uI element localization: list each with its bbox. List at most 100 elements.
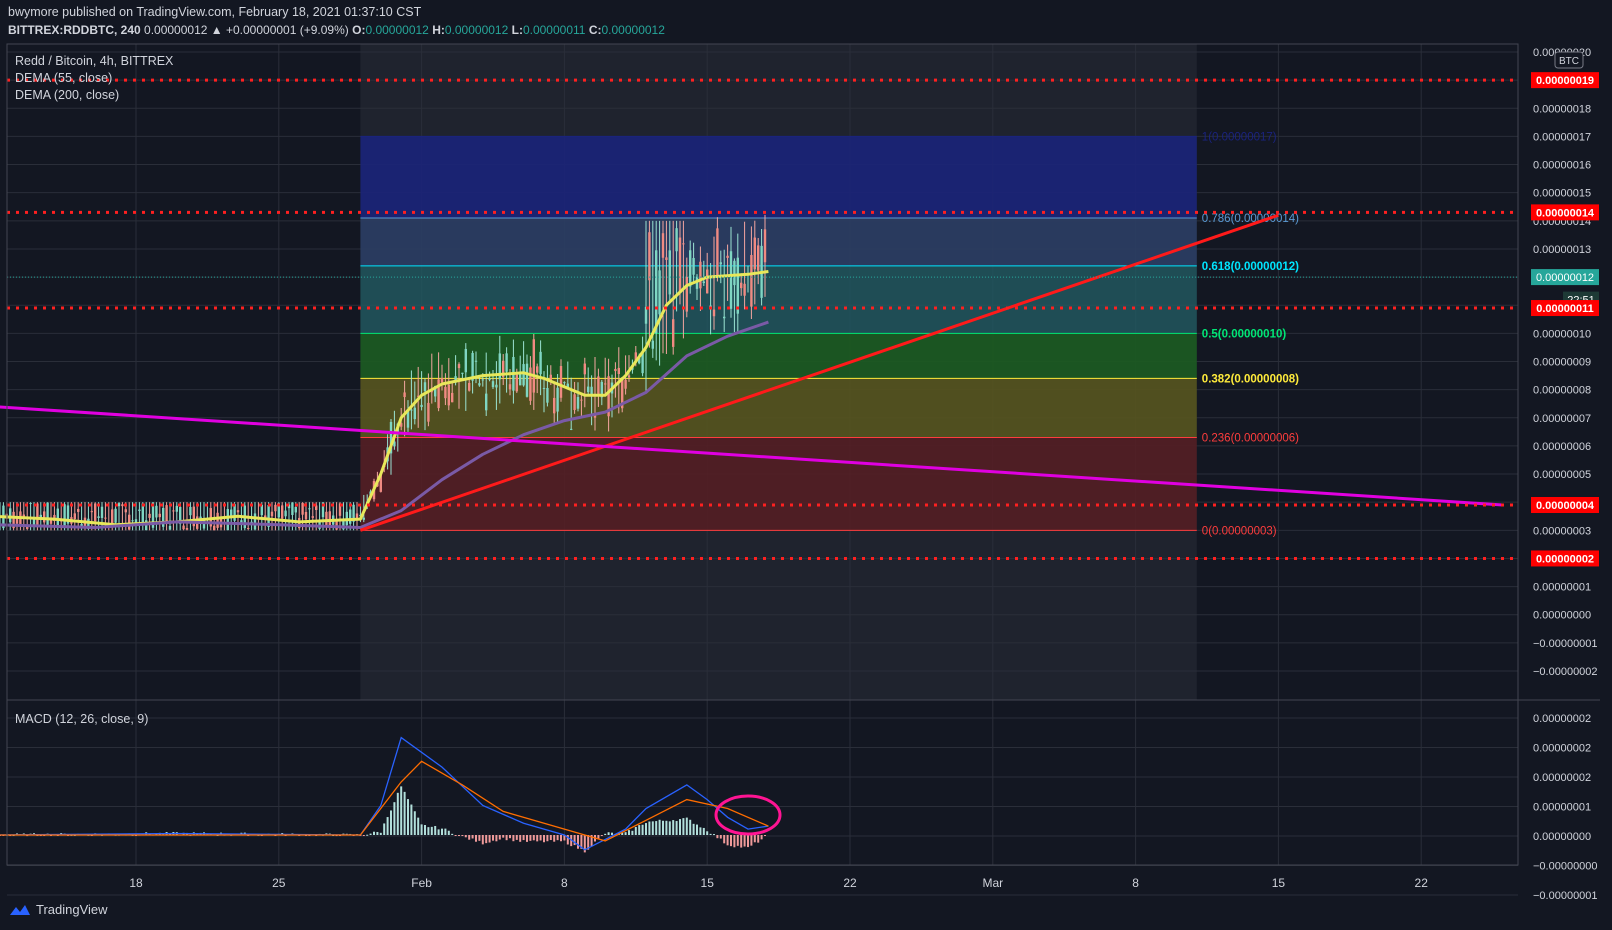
macd-histogram-bar	[699, 827, 702, 835]
candle-body	[515, 374, 518, 392]
macd-histogram-bar	[532, 835, 535, 841]
macd-histogram-bar	[713, 834, 715, 836]
macd-histogram-bar	[437, 829, 440, 835]
legend-title[interactable]: Redd / Bitcoin, 4h, BITTREX	[15, 54, 174, 68]
candle-body	[270, 511, 274, 517]
candle-body	[498, 353, 501, 380]
candle-body	[702, 281, 705, 284]
candle-body	[716, 228, 719, 278]
legend-dema55[interactable]: DEMA (55, close)	[15, 71, 113, 85]
price-label-bg	[1531, 204, 1599, 221]
candle-body	[566, 383, 569, 389]
macd-histogram-bar	[750, 835, 753, 846]
close-value: 0.00000012	[601, 23, 665, 37]
candle-body	[740, 282, 743, 289]
symbol-label[interactable]: BITTREX:RDDBTC, 240	[8, 23, 141, 37]
dema-lines	[0, 270, 769, 529]
candle-body	[638, 357, 641, 364]
x-tick-label: 22	[1415, 876, 1429, 890]
candle-body	[461, 372, 464, 374]
high-label: H:	[432, 23, 445, 37]
tradingview-brand[interactable]: TradingView	[8, 902, 108, 917]
candle-body	[471, 352, 474, 381]
price-label: 0.00000012	[1536, 272, 1594, 284]
candle-body	[723, 316, 726, 319]
candle-body	[12, 511, 15, 529]
legend-dema200[interactable]: DEMA (200, close)	[15, 88, 120, 102]
dema-55-line	[0, 270, 769, 527]
macd-histogram-bar	[169, 833, 171, 835]
macd-histogram-bar	[543, 835, 545, 843]
candle-body	[678, 237, 682, 294]
y-tick-label: −0.00000002	[1533, 666, 1598, 678]
candle-body	[529, 367, 532, 401]
candle-body	[253, 513, 257, 530]
macd-histogram-bar	[645, 823, 647, 835]
macd-histogram-bar	[740, 835, 743, 848]
candle-body	[155, 505, 158, 518]
macd-histogram-bar	[478, 835, 481, 841]
candle-body	[134, 519, 138, 525]
legend-macd[interactable]: MACD (12, 26, close, 9)	[15, 712, 149, 726]
candle-body	[104, 517, 107, 519]
candle-body	[689, 250, 692, 287]
candle-body	[338, 503, 342, 516]
macd-histogram-bar	[621, 832, 624, 835]
candle-body	[736, 257, 739, 314]
candle-body	[121, 504, 124, 507]
candle-body	[349, 509, 352, 524]
axes: 1825Feb81522Mar815220.000000200.00000019…	[6, 43, 1600, 902]
candle-body	[291, 502, 294, 515]
candle-body	[485, 393, 488, 411]
candle-body	[66, 505, 70, 524]
macd-histogram-bar	[702, 827, 705, 835]
candle-body	[284, 510, 287, 517]
macd-histogram-bar	[658, 819, 661, 835]
x-tick-label: 8	[561, 876, 568, 890]
candle-body	[304, 511, 308, 520]
candle-body	[648, 232, 651, 281]
macd-histogram-bar	[444, 828, 447, 835]
candle-body	[502, 360, 505, 378]
low-label: L:	[511, 23, 523, 37]
fib-label: 0.382(0.00000008)	[1202, 373, 1299, 385]
macd-histogram-bar	[753, 835, 756, 843]
candle-body	[573, 394, 576, 411]
macd-pane	[0, 736, 782, 853]
macd-histogram-bar	[679, 819, 681, 835]
price-change: ▲ +0.00000001 (+9.09%)	[210, 23, 349, 37]
macd-histogram-bar	[512, 835, 515, 842]
macd-histogram-bar	[430, 826, 433, 835]
macd-histogram-bar	[600, 835, 603, 836]
candle-body	[29, 503, 32, 505]
candle-body	[576, 397, 580, 409]
candle-body	[49, 517, 53, 524]
macd-histogram-bar	[488, 835, 491, 843]
macd-histogram-bar	[733, 835, 736, 848]
candle-body	[318, 519, 321, 529]
candle-body	[400, 423, 403, 427]
close-label: C:	[588, 23, 602, 37]
y-tick-label: 0.00000013	[1533, 244, 1591, 256]
macd-histogram-bar	[668, 821, 671, 835]
macd-histogram-bar	[560, 835, 562, 842]
macd-histogram-bar	[662, 820, 664, 835]
candle-body	[655, 250, 658, 334]
candle-body	[661, 233, 665, 258]
macd-histogram-bar	[573, 835, 576, 846]
macd-histogram-bar	[403, 791, 406, 835]
candle-body	[308, 508, 311, 510]
candle-body	[216, 512, 219, 528]
candle-body	[607, 376, 610, 417]
candle-body	[342, 519, 345, 530]
candle-body	[587, 386, 590, 393]
candle-body	[430, 391, 433, 393]
candle-body	[192, 506, 195, 527]
macd-histogram-bar	[696, 824, 698, 835]
macd-histogram-bar	[424, 825, 426, 835]
candle-body	[393, 441, 396, 447]
currency-badge-label: BTC	[1559, 56, 1579, 67]
macd-histogram-bar	[420, 824, 423, 835]
candle-body	[403, 392, 406, 398]
